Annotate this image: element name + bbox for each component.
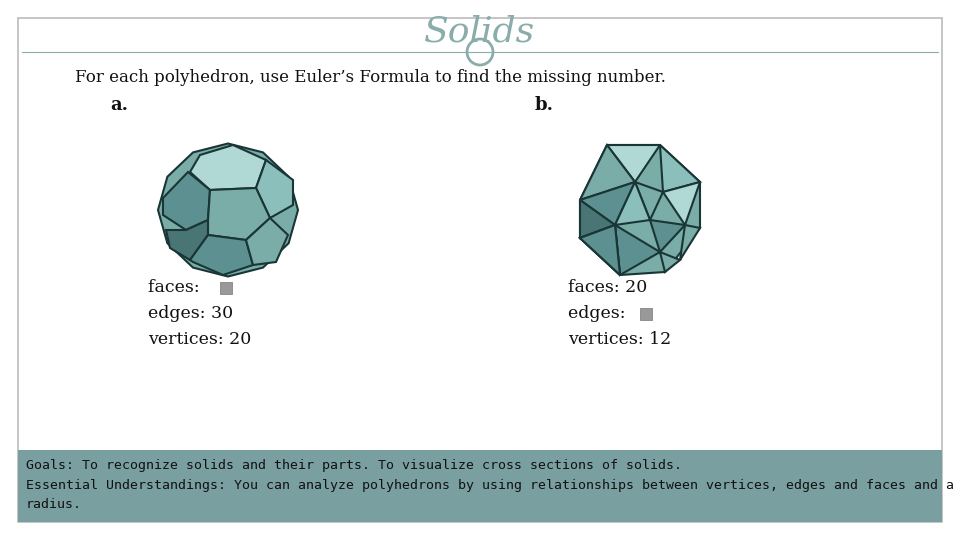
Text: Essential Understandings: You can analyze polyhedrons by using relationships bet: Essential Understandings: You can analyz…: [26, 478, 960, 491]
Polygon shape: [660, 252, 680, 272]
Polygon shape: [650, 220, 685, 252]
Bar: [640, 308, 652, 320]
Text: b.: b.: [535, 96, 554, 114]
Text: a.: a.: [110, 96, 128, 114]
Polygon shape: [660, 145, 700, 192]
Polygon shape: [607, 145, 660, 182]
Polygon shape: [663, 182, 700, 225]
Text: vertices: 12: vertices: 12: [568, 332, 671, 348]
Text: Solids: Solids: [424, 15, 536, 49]
Text: edges: 30: edges: 30: [148, 306, 233, 322]
Text: Goals: To recognize solids and their parts. To visualize cross sections of solid: Goals: To recognize solids and their par…: [26, 460, 682, 472]
Polygon shape: [580, 182, 635, 225]
Polygon shape: [580, 225, 620, 275]
Polygon shape: [246, 218, 288, 265]
Polygon shape: [190, 235, 253, 275]
Text: faces:: faces:: [148, 280, 205, 296]
Text: faces: 20: faces: 20: [568, 280, 647, 296]
Polygon shape: [580, 225, 620, 275]
Bar: [18, 450, 942, 522]
Polygon shape: [158, 144, 298, 276]
Text: vertices: 20: vertices: 20: [148, 332, 252, 348]
Polygon shape: [580, 200, 615, 238]
Polygon shape: [680, 225, 700, 260]
Text: edges:: edges:: [568, 306, 631, 322]
Polygon shape: [580, 145, 700, 275]
Polygon shape: [163, 172, 210, 230]
Polygon shape: [580, 145, 635, 200]
Text: radius.: radius.: [26, 497, 82, 510]
Polygon shape: [256, 160, 293, 218]
Bar: [220, 282, 232, 294]
Text: For each polyhedron, use Euler’s Formula to find the missing number.: For each polyhedron, use Euler’s Formula…: [75, 69, 666, 85]
Polygon shape: [190, 145, 266, 190]
Polygon shape: [615, 225, 660, 275]
Polygon shape: [615, 182, 650, 225]
Polygon shape: [635, 182, 663, 220]
Polygon shape: [166, 220, 208, 260]
Polygon shape: [208, 188, 270, 240]
